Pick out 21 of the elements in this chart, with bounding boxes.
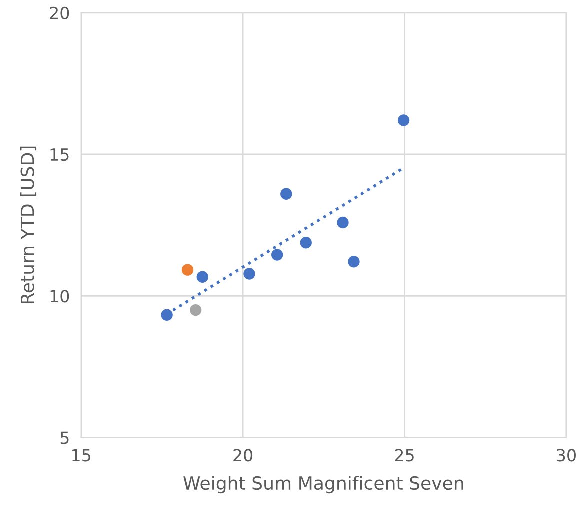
point (161, 309, 173, 321)
point (300, 237, 312, 249)
y-tick-label: 20 (50, 6, 70, 20)
x-tick-label: 25 (395, 449, 414, 462)
point (280, 188, 292, 200)
x-tick-label: 20 (234, 449, 253, 462)
y-axis-title: Return YTD [USD] (20, 146, 37, 304)
y-tick-label: 10 (50, 290, 70, 303)
point (190, 304, 202, 316)
y-tick-label: 5 (60, 432, 69, 444)
point (398, 114, 410, 126)
point (348, 256, 360, 268)
x-axis-title: Weight Sum Magnificent Seven (184, 476, 464, 494)
point (196, 271, 208, 283)
point (337, 216, 349, 229)
x-tick-label: 30 (557, 449, 576, 462)
point (271, 249, 284, 261)
y-tick-label: 15 (50, 148, 69, 162)
point (182, 264, 194, 276)
x-tick-label: 15 (72, 449, 90, 462)
point (244, 268, 256, 280)
